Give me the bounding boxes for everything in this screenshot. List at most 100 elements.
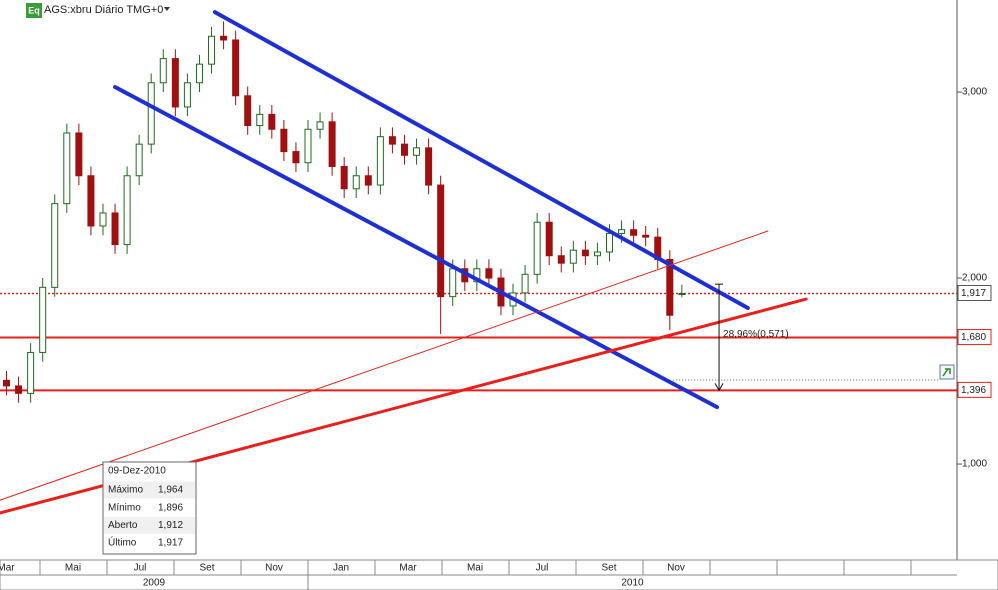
candle-body (304, 128, 312, 164)
x-tick-label: Nov (265, 563, 283, 574)
x-tick-label: Set (199, 563, 214, 574)
tooltip-row-label: Máximo (108, 485, 143, 496)
tooltip: 09-Dez-2010 Máximo 1,964 Mínimo 1,896 Aberto 1… (102, 461, 197, 555)
candle-body (340, 165, 348, 190)
tooltip-row-value: 1,917 (158, 538, 183, 549)
tooltip-row-value: 1,964 (158, 485, 183, 496)
candle-body (569, 249, 577, 264)
candle-body (352, 175, 360, 190)
tooltip-box (102, 461, 197, 555)
price-box-label: 1,917 (961, 288, 986, 299)
candle-body (159, 58, 167, 84)
candle-body (183, 82, 191, 108)
x-tick-label: Nov (667, 563, 685, 574)
badge (26, 3, 42, 18)
candle-body (63, 132, 71, 205)
candle-body (75, 132, 83, 177)
candle-body (533, 221, 541, 275)
year-label: 2009 (143, 578, 166, 589)
candle-body (400, 143, 408, 156)
tooltip-row-label: Aberto (108, 520, 138, 531)
price-box-label: 1,680 (961, 332, 986, 343)
candle-body (449, 268, 457, 298)
x-tick-label: Jul (536, 563, 549, 574)
candle-body (256, 113, 264, 127)
candle-body (521, 273, 529, 294)
candle-body (123, 175, 131, 246)
tooltip-row-label: Mínimo (108, 502, 141, 513)
x-tick-label: Mar (399, 563, 417, 574)
candle-body (593, 251, 601, 257)
tooltip-row-value: 1,896 (158, 502, 183, 513)
x-tick-label: Mar (0, 563, 15, 574)
candle-body (99, 212, 107, 227)
candle-body (111, 212, 119, 246)
y-tick-label: 3,000 (962, 87, 987, 98)
tooltip-row-value: 1,912 (158, 520, 183, 531)
x-tick-label: Set (601, 563, 616, 574)
chart-title[interactable]: AGS:xbru Diário TMG+0 (44, 4, 163, 16)
candle-body (208, 35, 216, 65)
candle-body (232, 39, 240, 97)
candle-body (425, 147, 433, 186)
candle-body (87, 175, 95, 227)
candle-body (630, 229, 638, 236)
candle-body (316, 121, 324, 130)
candle-body (292, 151, 300, 164)
candle-body (376, 136, 384, 186)
y-tick-label: 1,000 (962, 459, 987, 470)
candle-body (557, 255, 565, 264)
title-dropdown[interactable] (164, 7, 170, 11)
candle-body (280, 128, 288, 153)
x-tick-label: Mai (467, 563, 483, 574)
candle-body (473, 268, 481, 283)
measure-label: 28,96%(0,571) (723, 329, 789, 340)
candle-body (195, 63, 203, 84)
price-box-label: 1,396 (961, 385, 986, 396)
measure-arrowhead (714, 383, 724, 392)
tooltip-row-bg (104, 516, 195, 534)
candle-body (2, 379, 10, 387)
x-tick-label: Mai (65, 563, 81, 574)
candle-body (15, 385, 23, 394)
candle-body (388, 136, 396, 145)
candle-body (220, 35, 228, 41)
tooltip-row-bg (104, 481, 195, 499)
year-label: 2010 (621, 578, 644, 589)
candle-body (268, 113, 276, 130)
candle-body (606, 232, 614, 253)
candle-body (666, 258, 674, 316)
candle-body (485, 268, 493, 279)
trendline (0, 230, 769, 501)
candle-body (244, 95, 252, 127)
candle-body (413, 147, 421, 156)
candle-body (328, 121, 336, 167)
price-box (957, 381, 992, 398)
y-tick-label: 2,000 (962, 273, 987, 284)
trendline (113, 85, 720, 410)
candle-body (678, 292, 686, 295)
candle-body (39, 286, 47, 353)
badge-text: Eq (28, 5, 40, 15)
tooltip-date: 09-Dez-2010 (108, 466, 166, 477)
candle-body (364, 175, 372, 186)
x-tick-label: Jan (333, 563, 349, 574)
tool-icon[interactable] (939, 364, 955, 380)
candle-body (437, 184, 445, 298)
tooltip-row-label: Último (108, 536, 137, 549)
candle-body (618, 229, 626, 234)
candle-body (147, 82, 155, 145)
price-box (957, 329, 992, 346)
candle-body (51, 203, 59, 288)
trendline (212, 10, 750, 310)
axes: 1,000 2,000 3,000 Mar Mai Jul Set Nov Jan Mar Mai J… (0, 87, 992, 590)
x-tick-label: Jul (134, 563, 147, 574)
candle-body (545, 221, 553, 257)
candle-body (27, 351, 35, 394)
candle-body (581, 249, 589, 257)
plot-area: 28,96%(0,571) (0, 10, 957, 515)
candle-body (171, 58, 179, 108)
price-box (957, 284, 992, 301)
